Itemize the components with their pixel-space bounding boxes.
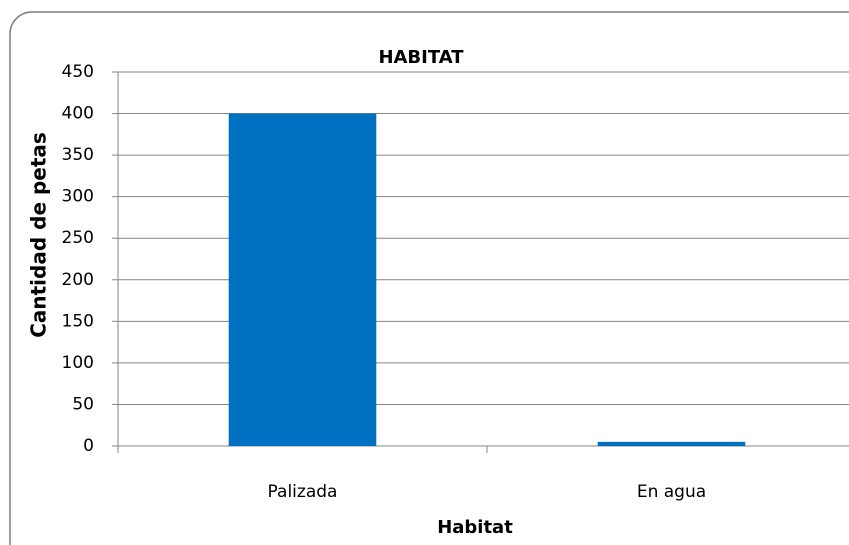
y-tick-label: 100	[62, 353, 94, 373]
y-tick-label: 300	[62, 187, 94, 207]
y-tick-label: 150	[62, 311, 94, 331]
chart-title: HABITAT	[378, 47, 464, 68]
y-tick-label: 400	[62, 104, 94, 124]
chart-border	[9, 11, 849, 545]
bar	[228, 113, 377, 447]
y-axis-label: Cantidad de petas	[27, 132, 51, 338]
x-tick-label: En agua	[637, 482, 706, 502]
bar	[597, 441, 746, 446]
y-tick-label: 250	[62, 228, 94, 248]
x-axis-label: Habitat	[437, 517, 513, 538]
y-tick-label: 50	[72, 394, 94, 414]
y-tick-label: 350	[62, 145, 94, 165]
y-tick-label: 450	[62, 62, 94, 82]
y-tick-label: 200	[62, 270, 94, 290]
y-tick-label: 0	[83, 436, 94, 456]
x-tick-label: Palizada	[268, 482, 338, 502]
